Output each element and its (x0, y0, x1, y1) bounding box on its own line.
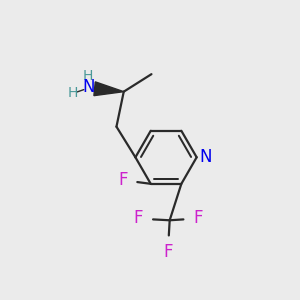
Text: F: F (118, 171, 128, 189)
Text: F: F (134, 209, 143, 227)
Polygon shape (94, 82, 124, 96)
Text: H: H (68, 86, 78, 100)
Text: N: N (199, 148, 212, 166)
Text: H: H (83, 69, 93, 83)
Text: F: F (164, 243, 173, 261)
Text: N: N (82, 78, 94, 96)
Text: F: F (193, 209, 203, 227)
